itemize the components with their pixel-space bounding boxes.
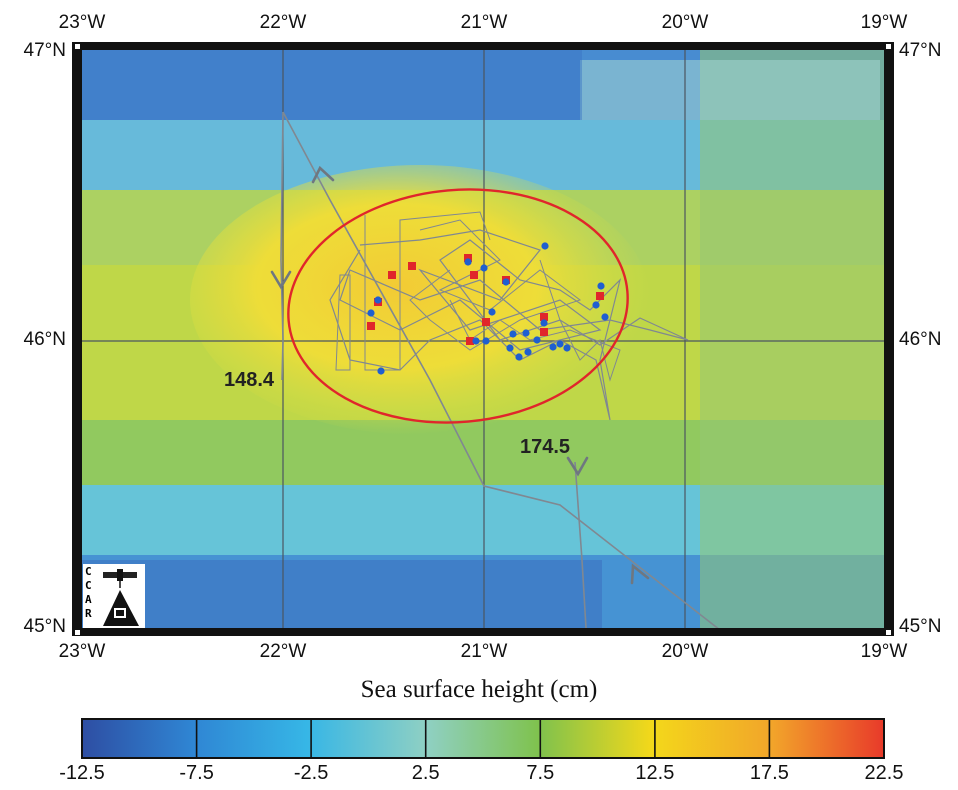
colorbar	[81, 718, 885, 759]
lon-label-top-19w: 19°W	[860, 12, 908, 33]
ssh-field	[82, 50, 884, 628]
track-label-174-5: 174.5	[520, 436, 571, 458]
colorbar-title: Sea surface height (cm)	[360, 676, 598, 703]
satellite-icon	[103, 569, 139, 626]
colorbar-tick: 2.5	[411, 762, 440, 784]
lon-label-top-20w: 20°W	[661, 12, 709, 33]
logo-letter-c2: C	[85, 579, 92, 592]
colorbar-tick: -7.5	[179, 762, 214, 784]
lon-label-bottom-19w: 19°W	[860, 641, 908, 662]
lat-label-left-45n: 45°N	[23, 616, 66, 637]
colorbar-tick: 7.5	[526, 762, 555, 784]
logo-letter-a: A	[85, 593, 92, 606]
lon-label-bottom-21w: 21°W	[460, 641, 508, 662]
lat-label-right-45n: 45°N	[899, 616, 942, 637]
colorbar-ramp	[81, 718, 885, 759]
lon-label-top-22w: 22°W	[259, 12, 307, 33]
lat-label-right-47n: 47°N	[899, 40, 942, 61]
colorbar-tick: 12.5	[635, 762, 675, 784]
colorbar-tick: 17.5	[749, 762, 789, 784]
track-label-148-4: 148.4	[224, 369, 275, 391]
lat-label-left-46n: 46°N	[23, 329, 66, 350]
lon-label-bottom-22w: 22°W	[259, 641, 307, 662]
logo-letter-r: R	[85, 607, 92, 620]
lat-label-right-46n: 46°N	[899, 329, 942, 350]
eddy-ellipse	[287, 188, 629, 424]
colorbar-tick: -12.5	[59, 762, 105, 784]
lon-label-top-21w: 21°W	[460, 12, 508, 33]
lat-label-left-47n: 47°N	[23, 40, 66, 61]
lon-label-bottom-20w: 20°W	[661, 641, 709, 662]
logo-letter-c1: C	[85, 565, 92, 578]
frame-corner-ticks	[75, 44, 891, 635]
colorbar-tick: 22.5	[864, 762, 904, 784]
lon-label-top-23w: 23°W	[58, 12, 106, 33]
direction-arrows	[270, 165, 650, 585]
lon-label-bottom-23w: 23°W	[58, 641, 106, 662]
colorbar-tick: -2.5	[293, 762, 329, 784]
blue-station-markers	[367, 242, 609, 375]
ccar-logo: C C A R	[83, 564, 145, 628]
